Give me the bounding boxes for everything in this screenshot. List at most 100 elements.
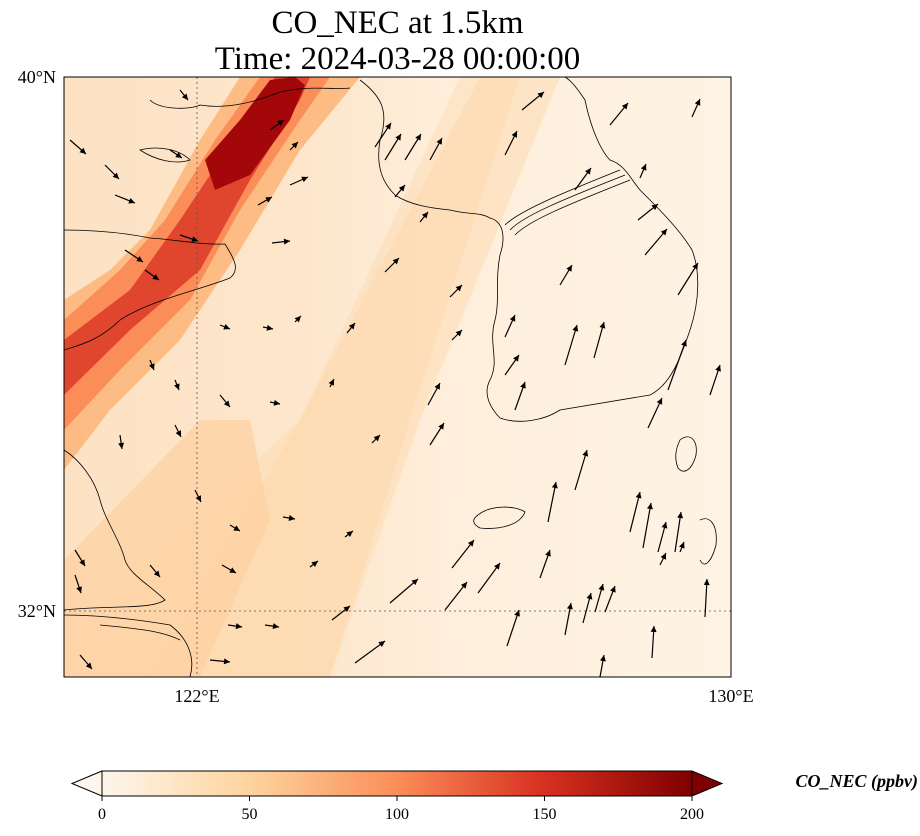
wind-arrow-head (348, 323, 355, 330)
wind-arrow-head (513, 355, 519, 362)
wind-arrow-head (646, 503, 653, 510)
wind-arrow-head (511, 131, 517, 138)
wind-arrow (704, 578, 708, 618)
map-time-subtitle: Time: 2024-03-28 00:00:00 (214, 41, 581, 77)
wind-arrow-head (678, 542, 685, 549)
wind-arrow-head (621, 103, 628, 110)
wind-arrow-head (328, 379, 334, 386)
wind-arrow-head (415, 134, 421, 141)
lat-label-40n: 40°N (17, 67, 56, 87)
wind-arrow-head (235, 623, 242, 630)
colorbar-tick-150: 150 (532, 806, 557, 823)
map-frame (63, 76, 732, 678)
wind-arrow (354, 640, 386, 664)
wind-arrow-head (398, 185, 405, 192)
wind-arrow-head (599, 322, 606, 329)
wind-arrow-head (494, 563, 500, 570)
wind-arrow-head (467, 540, 474, 547)
wind-arrow-head (128, 197, 135, 204)
wind-arrow-head (79, 559, 85, 566)
wind-vector-field (69, 89, 721, 678)
wind-arrow-head (520, 382, 526, 389)
wind-arrow (629, 491, 641, 533)
wind-arrow-head (660, 553, 666, 560)
plume-core (205, 77, 305, 190)
wind-arrow-head (76, 586, 82, 593)
wind-arrow-head (223, 400, 230, 407)
wind-arrow-head (656, 398, 663, 405)
wind-arrow-head (545, 550, 551, 557)
wind-arrow-head (223, 323, 230, 330)
wind-arrow (564, 324, 578, 366)
wind-arrow-head (378, 641, 385, 647)
wind-arrow (674, 511, 682, 553)
wind-arrow-head (283, 238, 290, 245)
wind-arrow-head (514, 610, 520, 617)
wind-arrow-head (229, 567, 236, 573)
gridlines (64, 77, 731, 677)
wind-arrow-head (411, 579, 418, 586)
wind-arrow (574, 449, 588, 491)
map-title: CO_NEC at 1.5km (271, 5, 524, 41)
wind-arrow-head (79, 147, 86, 154)
wind-arrow-head (599, 655, 606, 662)
wind-arrow-head (660, 229, 667, 236)
wind-arrow-head (343, 606, 350, 613)
wind-arrow-head (681, 340, 687, 347)
wind-arrow-head (460, 582, 467, 589)
wind-arrow-head (455, 285, 462, 292)
wind-arrow-head (301, 176, 308, 183)
wind-arrow-head (288, 515, 295, 521)
wind-arrow-head (585, 168, 591, 175)
plume-outer (64, 77, 360, 470)
wind-arrow-head (175, 430, 181, 437)
wind-arrow (389, 578, 419, 604)
colorbar-tick-50: 50 (241, 806, 258, 823)
wind-arrow-head (582, 450, 589, 457)
wind-arrow-head (311, 561, 318, 567)
wind-arrow-head (598, 584, 605, 591)
colorbar-tick-0: 0 (98, 806, 106, 823)
wind-arrow-head (272, 623, 279, 630)
lon-label-122e: 122°E (174, 686, 220, 706)
wind-arrow-head (85, 662, 92, 669)
wind-arrow-head (703, 579, 710, 586)
lon-label-130e: 130°E (708, 686, 754, 706)
wind-arrow-head (692, 263, 698, 270)
wind-arrow-head (566, 265, 572, 272)
colorbar (70, 770, 724, 801)
wind-arrow-head (677, 512, 684, 519)
wind-arrow-head (661, 522, 668, 529)
wind-arrow-head (266, 324, 273, 331)
wind-arrow-head (455, 330, 462, 337)
wind-arrow-head (152, 274, 159, 280)
wind-arrow-head (277, 120, 284, 126)
wind-arrow-head (434, 383, 440, 390)
concentration-field (64, 77, 731, 677)
wind-arrow (547, 481, 557, 523)
wind-arrow-head (153, 570, 160, 577)
wind-arrow-head (273, 399, 280, 406)
wind-arrow-head (294, 316, 301, 323)
wind-arrow-head (223, 658, 230, 665)
wind-arrow-head (191, 236, 198, 242)
wind-arrow-head (651, 204, 658, 211)
wind-arrow-head (537, 92, 544, 99)
wind-arrow-head (265, 197, 272, 203)
lat-label-32n: 32°N (17, 601, 56, 621)
wind-arrow-head (385, 123, 391, 130)
wind-arrow-head (421, 212, 428, 219)
wind-arrow-head (551, 482, 558, 489)
colorbar-tick-200: 200 (680, 806, 704, 823)
colorbar-label: CO_NEC (ppbv) (795, 771, 919, 791)
wind-arrow-head (173, 383, 180, 390)
wind-arrow-head (640, 164, 647, 171)
wind-arrow-head (635, 492, 642, 499)
wind-arrow-head (346, 531, 353, 537)
wind-arrow-head (148, 363, 155, 370)
wind-arrow (593, 321, 605, 359)
wind-arrow-head (509, 315, 516, 322)
wind-arrow-head (373, 435, 380, 442)
wind-arrow-head (233, 525, 240, 531)
